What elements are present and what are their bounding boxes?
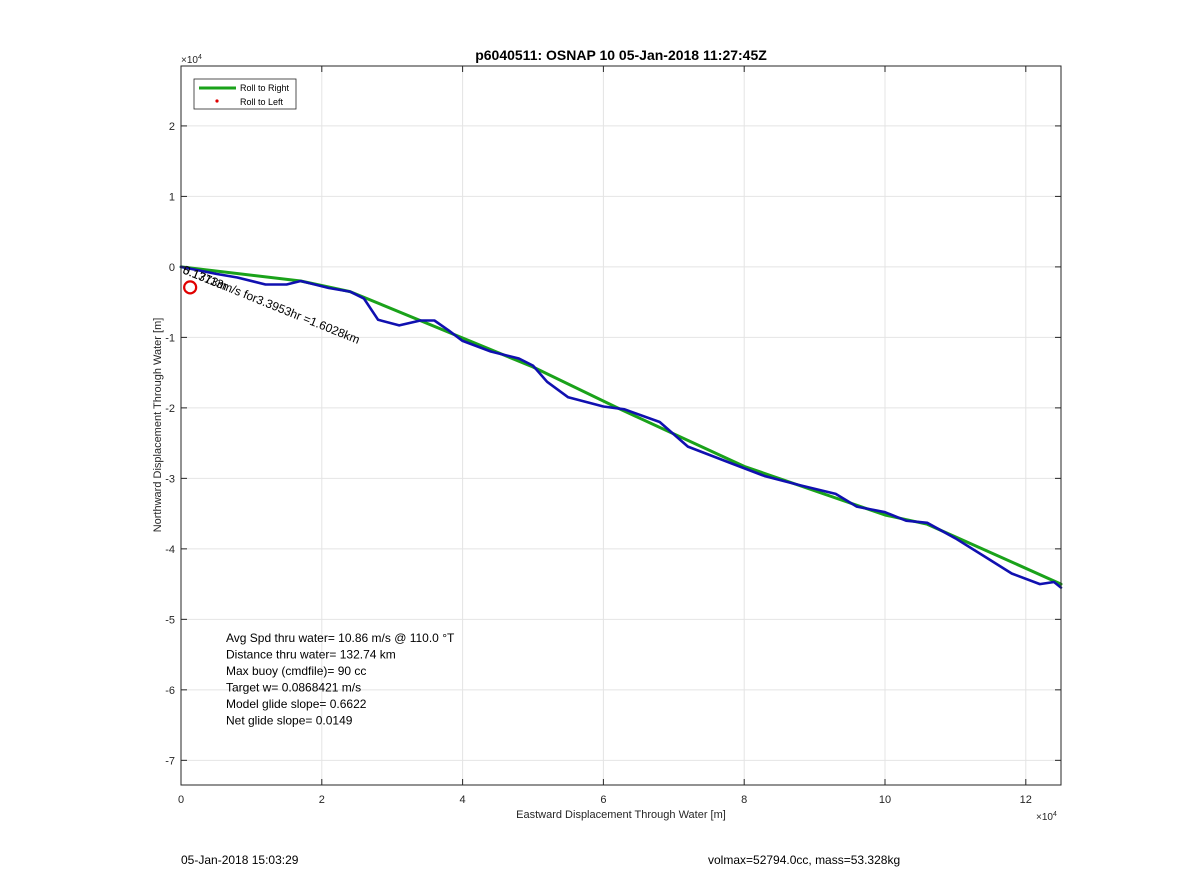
y-tick-label: -3 xyxy=(165,473,175,485)
legend-label-roll-right: Roll to Right xyxy=(240,83,290,93)
y-tick-label: -1 xyxy=(165,332,175,344)
x-axis-label: Eastward Displacement Through Water [m] xyxy=(516,809,726,821)
x-tick-label: 4 xyxy=(460,794,466,806)
x-tick-label: 0 xyxy=(178,794,184,806)
y-tick-label: -6 xyxy=(165,685,175,697)
legend-marker-roll-left xyxy=(215,99,219,103)
y-tick-labels: 2 1 0 -1 -2 -3 -4 -5 -6 -7 xyxy=(165,121,175,767)
stat-line: Net glide slope= 0.0149 xyxy=(226,714,353,728)
y-tick-label: -4 xyxy=(165,544,175,556)
y-exponent-label: ×104 xyxy=(181,54,202,66)
x-exponent-base: ×10 xyxy=(1036,812,1053,823)
stat-line: Model glide slope= 0.6622 xyxy=(226,697,367,711)
y-exponent-power: 4 xyxy=(198,54,202,61)
x-tick-labels: 0 2 4 6 8 10 12 xyxy=(178,794,1032,806)
x-exponent-power: 4 xyxy=(1053,811,1057,818)
ticks xyxy=(180,66,1061,785)
stat-line: Distance thru water= 132.74 km xyxy=(226,648,396,662)
stat-line: Target w= 0.0868421 m/s xyxy=(226,681,361,695)
series-layer xyxy=(179,265,1063,589)
x-tick-label: 10 xyxy=(879,794,891,806)
x-tick-label: 2 xyxy=(319,794,325,806)
footer-timestamp: 05-Jan-2018 15:03:29 xyxy=(181,853,299,867)
stat-line: Max buoy (cmdfile)= 90 cc xyxy=(226,664,366,678)
x-tick-label: 8 xyxy=(741,794,747,806)
footer-mass-info: volmax=52794.0cc, mass=53.328kg xyxy=(708,853,901,867)
y-tick-label: -7 xyxy=(165,755,175,767)
start-marker xyxy=(183,280,198,295)
x-tick-label: 6 xyxy=(600,794,606,806)
series-line-track xyxy=(179,265,1063,589)
chart-title: p6040511: OSNAP 10 05-Jan-2018 11:27:45Z xyxy=(475,47,767,63)
y-exponent-base: ×10 xyxy=(181,55,198,66)
y-tick-label: 2 xyxy=(169,121,175,133)
grid xyxy=(180,66,1061,785)
y-axis-label: Northward Displacement Through Water [m] xyxy=(152,318,164,533)
legend: Roll to Right Roll to Left xyxy=(193,78,297,110)
legend-label-roll-left: Roll to Left xyxy=(240,97,284,107)
x-exponent-label: ×104 xyxy=(1036,811,1057,823)
stats-block: Avg Spd thru water= 10.86 m/s @ 110.0 °T… xyxy=(226,631,455,728)
plot-frame xyxy=(180,65,1062,786)
x-tick-label: 12 xyxy=(1020,794,1032,806)
y-tick-label: 1 xyxy=(169,191,175,203)
y-tick-label: -5 xyxy=(165,614,175,626)
stat-line: Avg Spd thru water= 10.86 m/s @ 110.0 °T xyxy=(226,631,455,645)
y-tick-label: -2 xyxy=(165,403,175,415)
legend-box xyxy=(193,78,297,110)
y-tick-label: 0 xyxy=(169,262,175,274)
